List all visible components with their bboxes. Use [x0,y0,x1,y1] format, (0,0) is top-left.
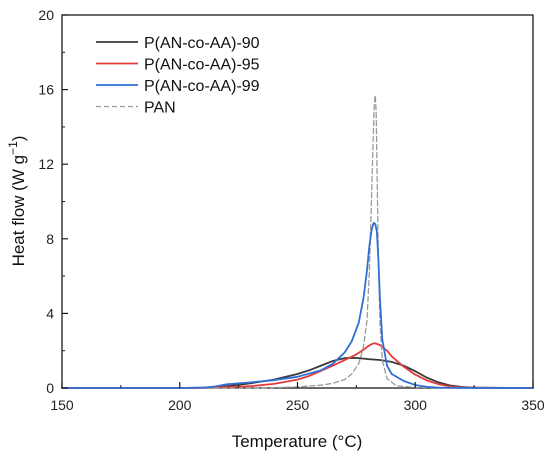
y-axis-title-close: ) [9,136,28,142]
y-axis-title-sup: −1 [6,141,20,155]
y-tick-label: 20 [38,7,54,23]
y-tick-label: 4 [46,305,54,321]
y-tick-label: 8 [46,231,54,247]
y-axis-title: Heat flow (W g−1) [6,136,28,267]
legend-label: PAN [144,100,176,117]
y-tick-label: 12 [38,156,54,172]
legend-label: P(AN-co-AA)-99 [144,78,260,95]
x-tick-label: 300 [404,397,428,413]
plot-frame [61,14,534,389]
x-tick-label: 200 [168,397,192,413]
x-tick-label: 150 [50,397,74,413]
series-line-3 [61,94,534,389]
x-tick-label: 250 [286,397,310,413]
legend-label: P(AN-co-AA)-90 [144,35,260,52]
series-layer [61,94,534,389]
legend: P(AN-co-AA)-90 P(AN-co-AA)-95 P(AN-co-AA)-… [96,35,260,117]
series-line-2 [61,222,534,389]
y-tick-label: 16 [38,82,54,98]
x-tick-label: 350 [521,397,545,413]
y-axis-title-main: Heat flow (W g [9,155,28,266]
axis-layer: 150 200 250 300 350 0 4 8 12 16 20 [38,7,544,413]
series-line-1 [61,342,534,389]
legend-label: P(AN-co-AA)-95 [144,57,260,74]
x-axis-title: Temperature (°C) [232,432,363,451]
y-tick-label: 0 [46,380,54,396]
